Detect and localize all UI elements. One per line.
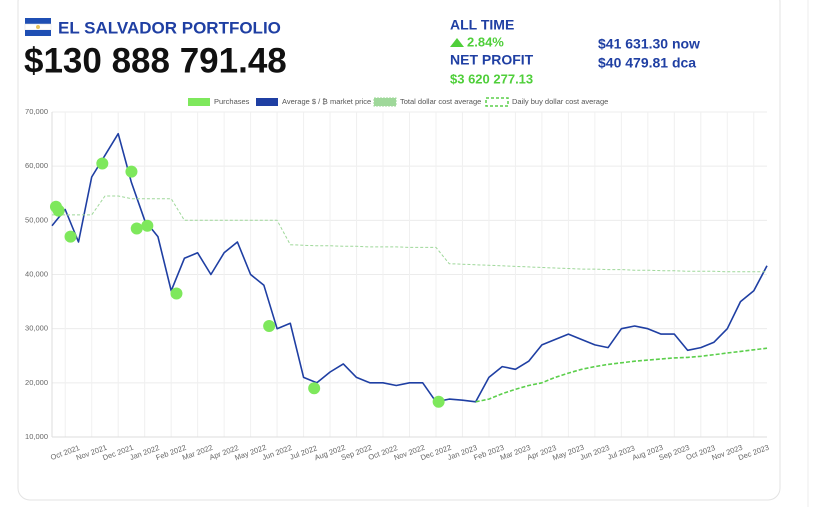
purchase-point [263,319,276,332]
net-profit-label: NET PROFIT [450,52,534,68]
title: EL SALVADOR PORTFOLIO [58,18,281,37]
chart: 10,000 20,000 30,000 40,000 50,000 60,000 70,0… [25,97,770,462]
y-tick-label: 60,000 [25,161,48,170]
price-dca: $40 479.81 dca [598,55,696,71]
card [17,0,781,501]
legend-swatch [188,98,210,106]
all-time-label: ALL TIME [450,17,514,33]
y-tick-label: 70,000 [25,107,48,116]
y-tick-label: 50,000 [25,215,48,224]
net-profit: $3 620 277.13 [450,71,533,86]
legend-label: Purchases [214,97,250,106]
purchase-point [141,219,154,232]
purchase-point [170,287,183,300]
y-tick-label: 20,000 [25,378,48,387]
y-tick-label: 10,000 [25,432,48,441]
purchase-point [52,204,65,217]
legend-label: Total dollar cost average [400,97,481,106]
purchase-point [96,157,109,170]
all-time-change: 2.84% [467,34,504,49]
y-tick-label: 30,000 [25,324,48,333]
price-now: $41 631.30 now [598,36,700,52]
series-line [475,347,768,403]
flag [24,18,52,36]
purchase-point [308,382,321,395]
series-line [52,195,767,273]
purchase-point [130,222,143,235]
purchase-point [125,165,138,178]
legend-label: Daily buy dollar cost average [512,97,608,106]
purchase-point [432,395,445,408]
legend-label: Average $ / ₿ market price [282,97,371,106]
legend-swatch [256,98,278,106]
portfolio-value: $130 888 791.48 [24,41,287,80]
y-tick-label: 40,000 [25,269,48,278]
legend-swatch [373,97,397,107]
legend-swatch [485,97,509,107]
up-arrow [450,38,464,47]
purchase-point [64,230,77,243]
